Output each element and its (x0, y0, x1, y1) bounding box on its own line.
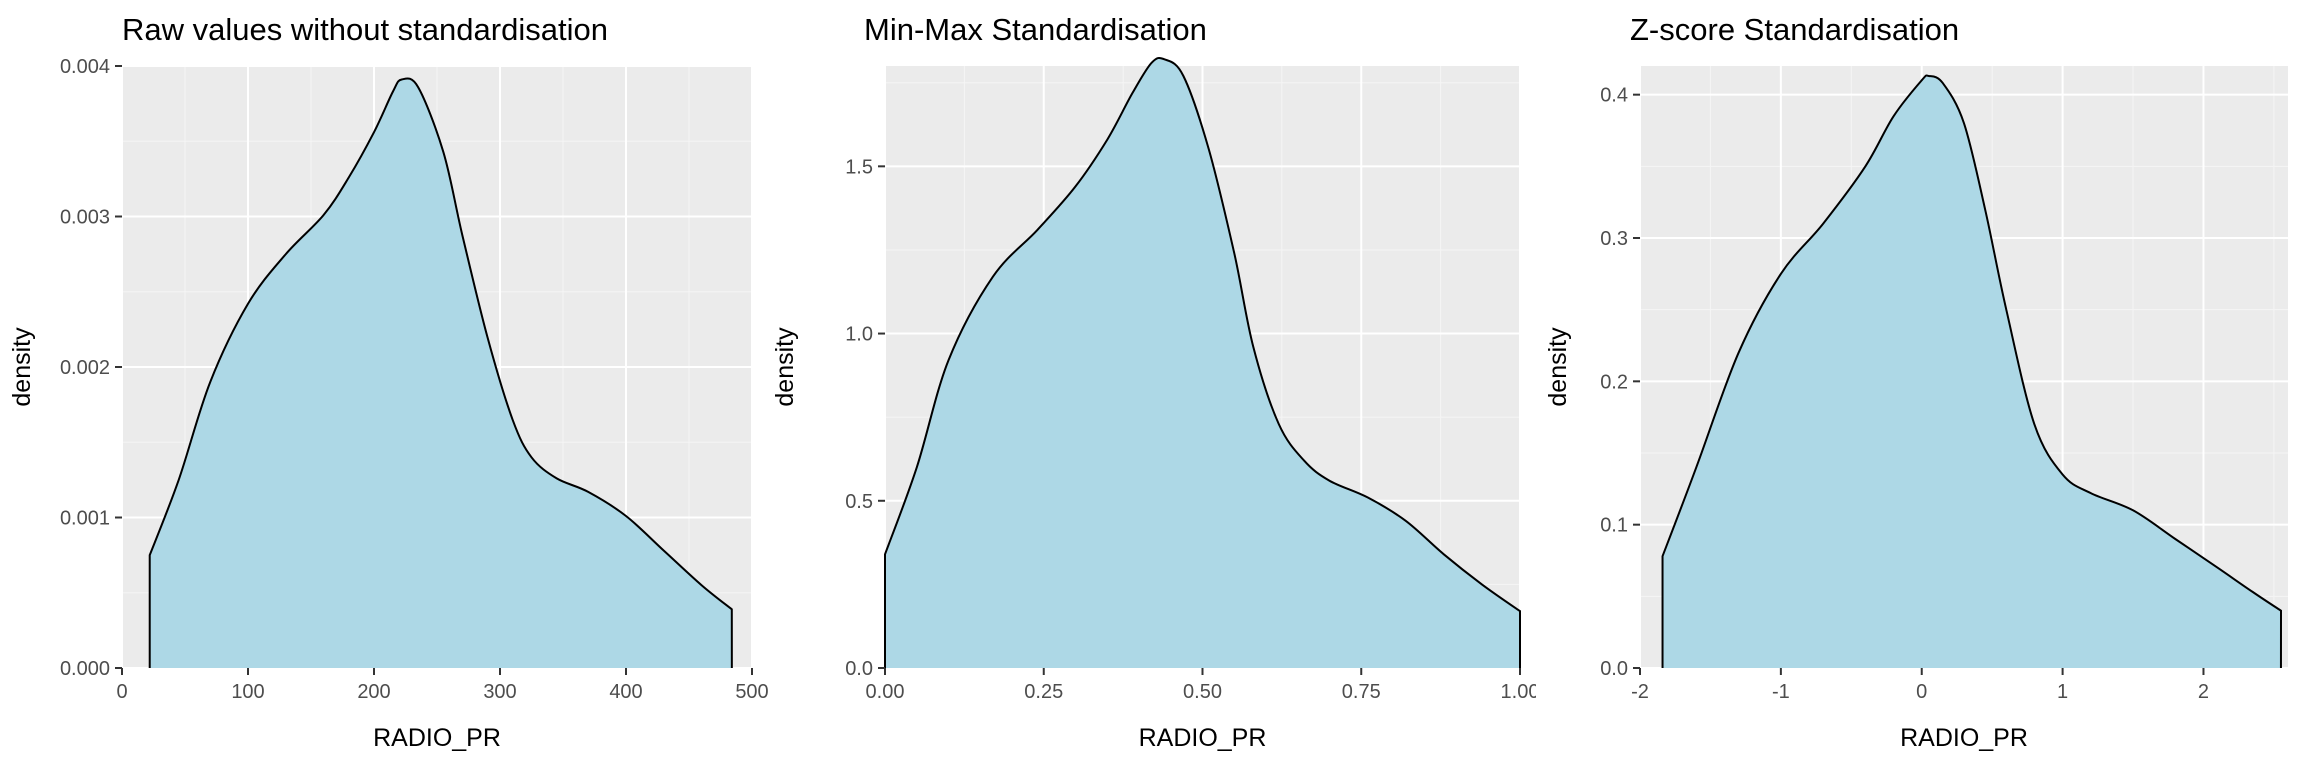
chart-2-density-line (1661, 74, 2283, 669)
chart-2-x-tick-label: -1 (1772, 681, 1790, 703)
chart-1-x-tick-label: 0.50 (1183, 681, 1222, 703)
chart-1-x-tick-label: 0.00 (866, 681, 905, 703)
chart-0-density-area (149, 78, 732, 668)
chart-minmax: 0.00 0.25 0.50 0.75 1.00 0.0 0.5 1.0 1.5 Min-Max … (771, 12, 1536, 752)
chart-1-density-area (885, 57, 1520, 668)
chart-2-x-tick-label: 2 (2198, 681, 2209, 703)
chart-1-density-line (884, 56, 1521, 668)
chart-1-x-axis-title: RADIO_PR (1139, 724, 1267, 752)
panel-raw: 0 100 200 300 400 500 0.000 0.001 0.002 0.003 0.00… (0, 0, 768, 768)
chart-0-y-axis-title: density (8, 327, 36, 407)
chart-2-y-tick-label: 0.1 (1600, 515, 1628, 537)
chart-0-x-tick-label: 100 (231, 681, 264, 703)
chart-2-y-axis-title: density (1544, 327, 1572, 407)
panel-zscore: -2 -1 0 1 2 0.0 0.1 0.2 0.3 0.4 Z-score Standardis… (1536, 0, 2304, 768)
chart-0-y-tick-label: 0.003 (60, 207, 110, 229)
chart-1-y-tick-label: 1.5 (845, 156, 873, 178)
chart-1-y-axis-title: density (771, 327, 799, 407)
chart-2-y-tick-label: 0.4 (1600, 85, 1628, 107)
chart-2-y-tick-label: 0.0 (1600, 658, 1628, 680)
chart-1-y-tick-label: 1.0 (845, 324, 873, 346)
chart-0-y-tick-label: 0.000 (60, 658, 110, 680)
chart-0-x-tick-label: 500 (735, 681, 768, 703)
chart-0-title: Raw values without standardisation (122, 12, 608, 47)
chart-0-y-tick-label: 0.004 (60, 56, 110, 78)
chart-2-y-tick-label: 0.2 (1600, 371, 1628, 393)
chart-0-x-tick-label: 0 (116, 681, 127, 703)
chart-2-x-tick-label: 1 (2057, 681, 2068, 703)
chart-2-x-tick-label: 0 (1916, 681, 1927, 703)
chart-0-x-tick-label: 300 (483, 681, 516, 703)
chart-0-x-axis-title: RADIO_PR (373, 724, 501, 752)
chart-2-x-axis-title: RADIO_PR (1900, 724, 2028, 752)
chart-0-density-line (148, 77, 733, 669)
chart-1-y-tick-label: 0.5 (845, 491, 873, 513)
chart-2-x-tick-label: -2 (1631, 681, 1649, 703)
chart-0-y-tick-label: 0.002 (60, 357, 110, 379)
chart-1-x-tick-label: 0.75 (1342, 681, 1381, 703)
chart-0-x-tick-label: 200 (357, 681, 390, 703)
chart-0-x-tick-label: 400 (609, 681, 642, 703)
chart-0-y-tick-label: 0.001 (60, 508, 110, 530)
chart-2-y-tick-label: 0.3 (1600, 228, 1628, 250)
panel-minmax: 0.00 0.25 0.50 0.75 1.00 0.0 0.5 1.0 1.5 Min-Max … (768, 0, 1536, 768)
chart-1-title: Min-Max Standardisation (864, 12, 1207, 47)
chart-1-y-tick-label: 0.0 (845, 658, 873, 680)
chart-1-x-tick-label: 0.25 (1024, 681, 1063, 703)
chart-2-density-area (1662, 75, 2281, 669)
chart-1-x-tick-label: 1.00 (1501, 681, 1536, 703)
chart-raw: 0 100 200 300 400 500 0.000 0.001 0.002 0.003 0.00… (8, 12, 768, 752)
chart-2-title: Z-score Standardisation (1630, 12, 1959, 47)
chart-zscore: -2 -1 0 1 2 0.0 0.1 0.2 0.3 0.4 Z-score Standardis… (1544, 12, 2288, 752)
